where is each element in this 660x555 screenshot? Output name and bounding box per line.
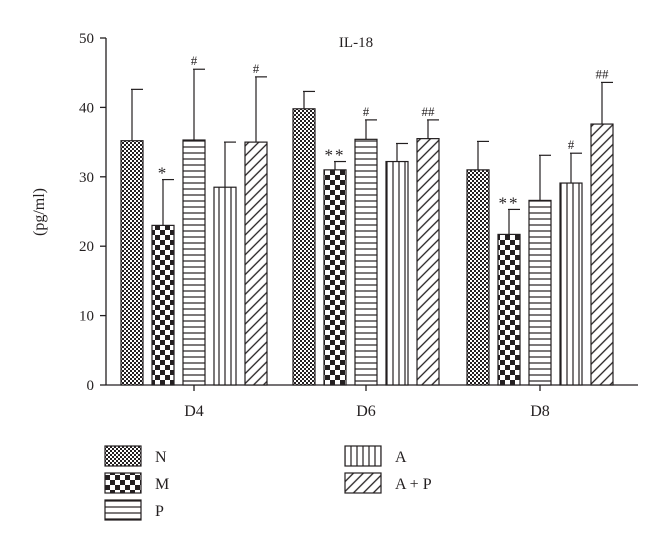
bar-m-d8 (497, 233, 521, 386)
significance-label: # (253, 61, 260, 76)
y-axis-label: (pg/ml) (31, 188, 48, 236)
bar-ap-d8 (590, 123, 614, 386)
legend: NMP A A + P (104, 445, 432, 521)
significance-label: * (158, 164, 169, 183)
significance-label: ** (499, 193, 520, 212)
legend-label: M (155, 476, 169, 493)
chart-title: IL-18 (339, 35, 373, 51)
legend-swatch (344, 472, 382, 494)
legend-swatch (104, 472, 142, 494)
significance-label: # (568, 137, 575, 152)
significance-label: # (191, 53, 198, 68)
legend-swatch (104, 499, 142, 521)
y-tick-label: 10 (79, 309, 94, 325)
bar-ap-d4 (244, 141, 268, 386)
y-tick-label: 30 (79, 170, 94, 186)
legend-label: P (155, 503, 164, 520)
legend-label: A + P (395, 476, 432, 493)
bar-p-d6 (354, 138, 378, 386)
significance-label: # (363, 104, 370, 119)
y-tick-label: 0 (87, 378, 95, 394)
axes: 0 10 20 30 40 50 D4 D6 D8 (79, 31, 638, 420)
bar-p-d4 (182, 139, 206, 386)
x-tick-label: D4 (184, 403, 204, 420)
significance-label: ## (422, 104, 436, 119)
bar-a-d4 (213, 186, 237, 386)
x-tick-label: D6 (356, 403, 376, 420)
bar-n-d6 (292, 108, 316, 386)
bar-m-d6 (323, 169, 347, 386)
legend-swatch (344, 445, 382, 467)
significance-label: ** (325, 146, 346, 165)
y-tick-label: 50 (79, 31, 94, 47)
legend-swatch (104, 445, 142, 467)
legend-label: A (395, 449, 407, 466)
y-tick-label: 20 (79, 239, 94, 255)
bars: *##**# ##**### (120, 53, 614, 386)
y-tick-label: 40 (79, 100, 94, 116)
bar-a-d6 (385, 160, 409, 386)
significance-label: ## (596, 66, 610, 81)
x-tick-label: D8 (530, 403, 550, 420)
bar-a-d8 (559, 182, 583, 386)
bar-n-d8 (466, 169, 490, 386)
bar-ap-d6 (416, 138, 440, 386)
legend-label: N (155, 449, 167, 466)
bar-m-d4 (151, 224, 175, 386)
bar-p-d8 (528, 199, 552, 386)
bar-n-d4 (120, 140, 144, 386)
